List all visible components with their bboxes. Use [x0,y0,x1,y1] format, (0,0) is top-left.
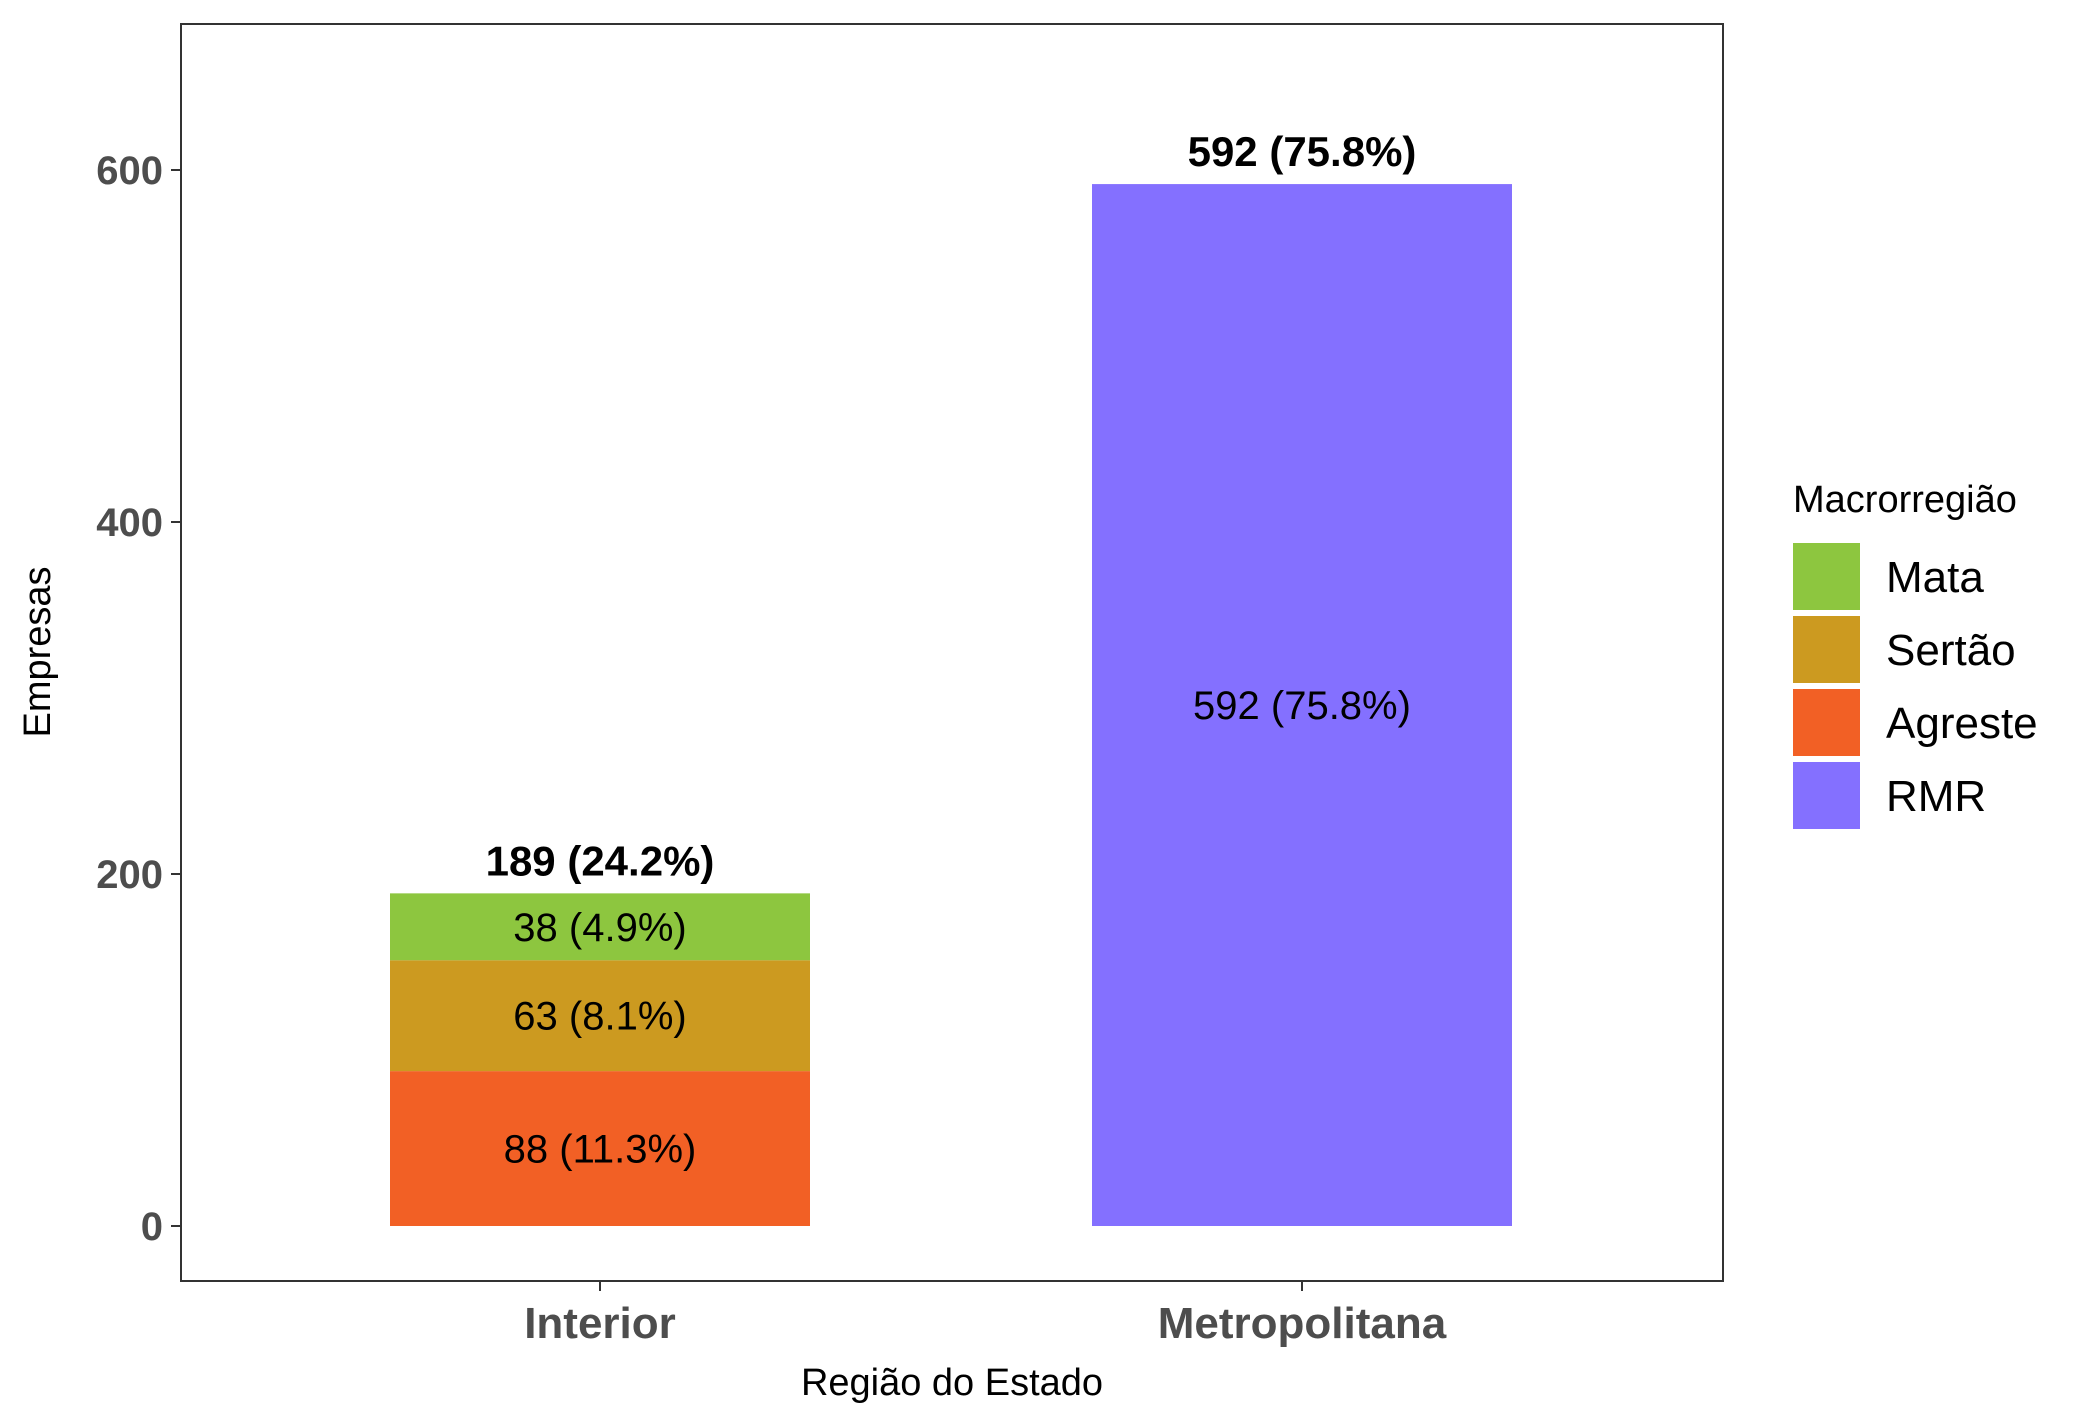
segment-label-interior-agreste: 88 (11.3%) [504,1128,697,1172]
bar-metropolitana-rmr [1092,184,1512,1227]
y-tick-label: 0 [141,1205,163,1249]
bars-layer [390,184,1512,1227]
legend: Macrorregião Mata Sertão Agreste RMR [1793,479,2038,829]
legend-key-mata [1793,543,1860,610]
x-axis: Interior Metropolitana [524,1281,1447,1348]
y-tick-label: 200 [96,853,163,897]
segment-label-metropolitana-rmr: 592 (75.8%) [1193,684,1411,728]
total-label-metropolitana: 592 (75.8%) [1188,128,1417,175]
legend-key-agreste [1793,689,1860,756]
total-label-interior: 189 (24.2%) [486,837,715,884]
bar-interior-agreste [390,1071,810,1226]
legend-label-sert-o: Sertão [1886,626,2016,675]
total-labels-layer: 189 (24.2%) 592 (75.8%) [486,128,1417,884]
legend-key-sert-o [1793,616,1860,683]
legend-label-rmr: RMR [1886,772,1986,821]
legend-title: Macrorregião [1793,479,2017,521]
bar-interior-sert-o [390,960,810,1072]
segment-labels-layer: 88 (11.3%) 63 (8.1%) 38 (4.9%) 592 (75.8%) [504,684,1411,1172]
segment-label-interior-sert-o: 63 (8.1%) [513,995,686,1039]
x-tick-label-interior: Interior [524,1299,676,1348]
x-axis-title: Região do Estado [801,1362,1103,1404]
y-tick-label: 400 [96,501,163,545]
legend-key-rmr [1793,762,1860,829]
y-tick-label: 600 [96,149,163,193]
legend-label-agreste: Agreste [1886,699,2038,748]
segment-label-interior-mata: 38 (4.9%) [513,906,686,950]
bar-interior-mata [390,893,810,961]
y-axis-title: Empresas [17,566,59,737]
y-axis: 0 200 400 600 [96,149,181,1249]
x-tick-label-metropolitana: Metropolitana [1158,1299,1447,1348]
legend-label-mata: Mata [1886,553,1984,602]
